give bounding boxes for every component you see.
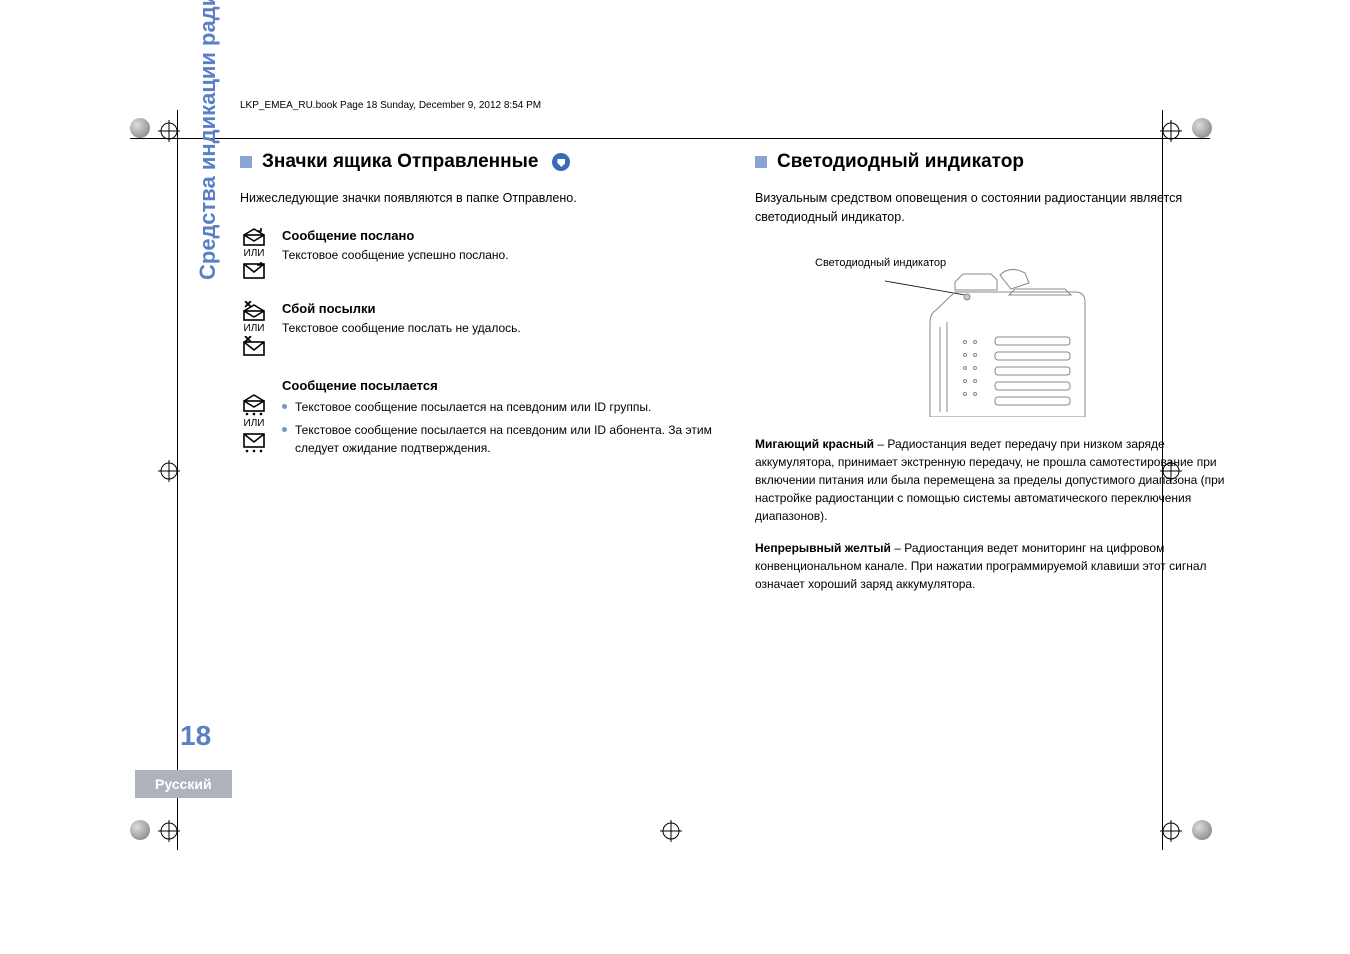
- envelope-sending-open-icon: [243, 394, 265, 416]
- led-lead-yellow: Непрерывный желтый: [755, 541, 891, 555]
- bullet-item: Текстовое сообщение посылается на псевдо…: [282, 399, 715, 416]
- icon-entry-sent: ИЛИ Сообщение послано Текстовое сообщени…: [240, 228, 715, 279]
- right-column: Светодиодный индикатор Визуальным средст…: [755, 151, 1230, 607]
- item-title-failed: Сбой посылки: [282, 301, 715, 316]
- envelope-fail-closed-icon: [243, 336, 265, 356]
- item-title-sent: Сообщение послано: [282, 228, 715, 243]
- envelope-sent-closed-icon: [243, 261, 265, 279]
- section-bullet-icon: [240, 156, 252, 168]
- envelope-sending-closed-icon: [243, 431, 265, 453]
- or-label: ИЛИ: [244, 418, 265, 429]
- led-lead-red: Мигающий красный: [755, 437, 874, 451]
- led-para-yellow: Непрерывный желтый – Радиостанция ведет …: [755, 539, 1230, 593]
- dash: –: [891, 541, 904, 555]
- radio-illustration: [815, 247, 1115, 417]
- bullet-text-1: Текстовое сообщение посылается на псевдо…: [295, 399, 651, 416]
- print-header: LKP_EMEA_RU.book Page 18 Sunday, Decembe…: [240, 100, 1230, 111]
- item-body-sent: Текстовое сообщение успешно послано.: [282, 247, 715, 264]
- or-label: ИЛИ: [244, 248, 265, 259]
- left-column: Значки ящика Отправленные Нижеследующие …: [240, 151, 715, 607]
- radio-figure: Светодиодный индикатор: [815, 247, 1115, 417]
- item-body-failed: Текстовое сообщение послать не удалось.: [282, 320, 715, 337]
- right-section-title: Светодиодный индикатор: [777, 151, 1024, 173]
- item-title-sending: Сообщение посылается: [282, 378, 715, 393]
- right-intro: Визуальным средством оповещения о состоя…: [755, 189, 1230, 227]
- led-para-red: Мигающий красный – Радиостанция ведет пе…: [755, 435, 1230, 525]
- figure-label: Светодиодный индикатор: [815, 257, 946, 270]
- dash: –: [874, 437, 887, 451]
- envelope-fail-open-icon: [243, 301, 265, 321]
- bullet-text-2: Текстовое сообщение посылается на псевдо…: [295, 422, 715, 457]
- bullet-icon: [282, 427, 287, 432]
- section-bullet-icon: [755, 156, 767, 168]
- icon-entry-failed: ИЛИ Сбой посылки Текстовое сообщение пос…: [240, 301, 715, 356]
- left-intro: Нижеследующие значки появляются в папке …: [240, 189, 715, 208]
- icon-entry-sending: ИЛИ Сообщение посылается Текстовое сообщ…: [240, 378, 715, 463]
- envelope-sent-open-icon: [243, 228, 265, 246]
- outbox-badge-icon: [552, 153, 570, 171]
- left-section-title: Значки ящика Отправленные: [262, 151, 538, 173]
- bullet-item: Текстовое сообщение посылается на псевдо…: [282, 422, 715, 457]
- bullet-icon: [282, 404, 287, 409]
- or-label: ИЛИ: [244, 323, 265, 334]
